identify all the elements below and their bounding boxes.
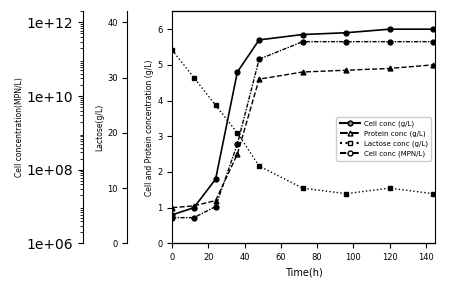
Legend: Cell conc (g/L), Protein conc (g/L), Lactose conc (g/L), Cell conc (MPN/L): Cell conc (g/L), Protein conc (g/L), Lac… (336, 117, 431, 161)
Y-axis label: Cell and Protein concentration (g/L): Cell and Protein concentration (g/L) (145, 59, 154, 196)
X-axis label: Time(h): Time(h) (284, 268, 323, 278)
Y-axis label: Lactose(g/L): Lactose(g/L) (95, 104, 104, 151)
Y-axis label: Cell concentration(MPN/L): Cell concentration(MPN/L) (14, 78, 24, 177)
